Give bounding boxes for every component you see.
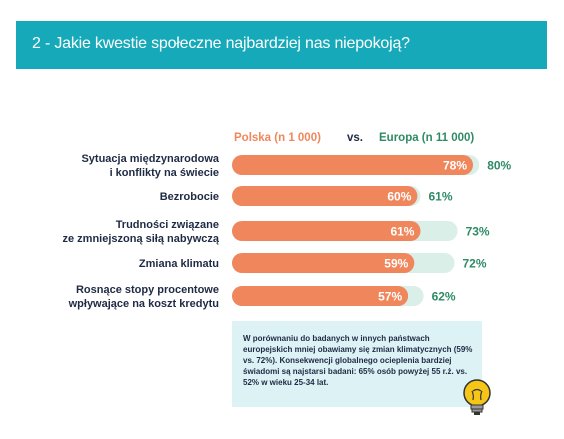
category-label: Trudności związane bbox=[116, 219, 219, 231]
poland-bar bbox=[232, 253, 415, 273]
info-note-text: W porównaniu do badanych w innych państw… bbox=[243, 334, 473, 387]
category-label: ze zmniejszoną siłą nabywczą bbox=[62, 233, 219, 245]
category-label: Sytuacja międzynarodowa bbox=[81, 153, 219, 165]
europe-value-label: 61% bbox=[428, 190, 452, 204]
poland-value-label: 61% bbox=[390, 225, 414, 239]
poland-bar bbox=[232, 221, 421, 241]
poland-bar bbox=[232, 155, 474, 175]
lightbulb-icon bbox=[460, 378, 494, 418]
category-label: wpływające na koszt kredytu bbox=[68, 298, 219, 310]
category-label: Bezrobocie bbox=[160, 191, 219, 203]
legend-poland: Polska (n 1 000) bbox=[234, 132, 321, 144]
page-title: 2 - Jakie kwestie społeczne najbardziej … bbox=[32, 35, 410, 52]
category-label: Rosnące stopy procentowe bbox=[76, 284, 219, 296]
poland-value-label: 59% bbox=[384, 257, 408, 271]
poland-bar bbox=[232, 286, 409, 306]
poland-value-label: 78% bbox=[443, 159, 467, 173]
poland-bar bbox=[232, 186, 418, 206]
europe-value-label: 72% bbox=[462, 257, 486, 271]
poland-value-label: 57% bbox=[378, 290, 402, 304]
europe-value-label: 73% bbox=[466, 225, 490, 239]
category-label: Zmiana klimatu bbox=[139, 258, 219, 270]
europe-value-label: 62% bbox=[432, 290, 456, 304]
europe-value-label: 80% bbox=[487, 159, 511, 173]
info-note-box: W porównaniu do badanych w innych państw… bbox=[232, 321, 482, 407]
poland-value-label: 60% bbox=[387, 190, 411, 204]
header-bar: 2 - Jakie kwestie społeczne najbardziej … bbox=[16, 21, 547, 69]
legend-europe: Europa (n 11 000) bbox=[379, 132, 474, 144]
category-label: i konflikty na świecie bbox=[110, 167, 219, 179]
legend-vs: vs. bbox=[347, 132, 363, 144]
